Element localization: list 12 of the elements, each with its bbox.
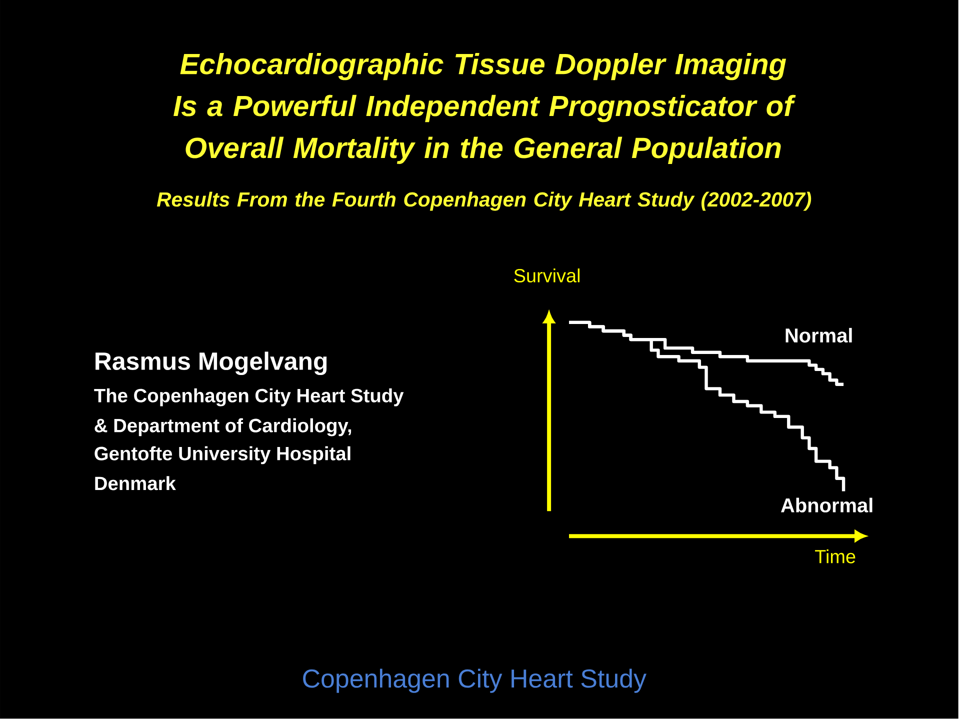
text: Rasmus Mogelvang — [96, 352, 327, 376]
y-axis-title: Survival — [514, 268, 580, 283]
x-axis-title: Time — [815, 550, 856, 564]
series-label: Normal — [786, 328, 852, 343]
text: Copenhagen City Heart Study — [303, 668, 646, 694]
text: Denmark — [95, 476, 176, 490]
chart-subtitle: Results From the Fourth Copenhagen City Heart Study (2002-2007) — [156, 192, 812, 211]
text: & Department of Cardiology, — [94, 418, 352, 436]
chart-title: Echocardiographic Tissue Doppler Imaging Is a Powerful Independent Prognosticator of Overall Mortality in the General Population — [174, 53, 796, 164]
series-label: Abnormal — [780, 498, 872, 513]
text: Gentofte University Hospital — [94, 446, 350, 464]
text: The Copenhagen City Heart Study — [94, 388, 404, 406]
